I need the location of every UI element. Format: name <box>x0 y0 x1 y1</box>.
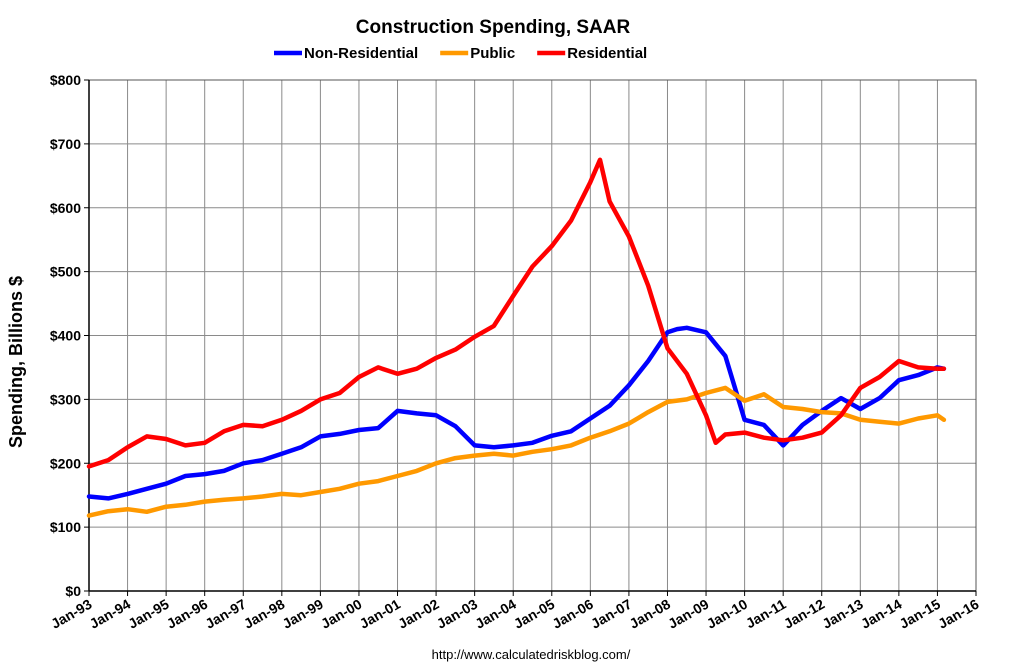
y-axis-ticks: $0 $100 $200 $300 $400 $500 $600 $700 $800 <box>50 72 89 599</box>
legend-label-residential: Residential <box>567 45 647 62</box>
legend-label-non-residential: Non-Residential <box>304 45 418 62</box>
x-tick-label: Jan-93 <box>48 596 95 632</box>
x-tick-label: Jan-06 <box>549 596 596 632</box>
x-tick-label: Jan-05 <box>511 596 558 632</box>
x-tick-label: Jan-14 <box>858 596 905 632</box>
x-tick-label: Jan-08 <box>627 596 674 632</box>
x-tick-label: Jan-00 <box>318 596 365 632</box>
x-tick-label: Jan-94 <box>87 596 134 632</box>
y-tick-label: $700 <box>50 136 81 152</box>
x-tick-label: Jan-11 <box>743 596 789 632</box>
y-tick-label: $500 <box>50 264 81 280</box>
y-tick-label: $100 <box>50 519 81 535</box>
y-tick-label: $200 <box>50 455 81 471</box>
chart-series <box>86 157 947 518</box>
y-tick-label: $800 <box>50 72 81 88</box>
x-tick-label: Jan-16 <box>935 596 982 632</box>
x-tick-label: Jan-07 <box>588 596 635 632</box>
x-tick-label: Jan-13 <box>819 596 866 632</box>
chart-legend: Non-Residential Public Residential <box>274 45 647 62</box>
series-line-non-residential <box>86 325 947 501</box>
x-tick-label: Jan-15 <box>897 596 944 632</box>
x-tick-label: Jan-09 <box>665 596 712 632</box>
x-tick-label: Jan-98 <box>241 596 288 632</box>
legend-label-public: Public <box>470 45 515 62</box>
series-line-residential <box>86 157 947 469</box>
x-tick-label: Jan-95 <box>125 596 172 632</box>
x-tick-label: Jan-96 <box>164 596 211 632</box>
x-tick-label: Jan-99 <box>279 596 326 632</box>
series-line-public <box>86 385 947 518</box>
x-axis-ticks: Jan-93Jan-94Jan-95Jan-96Jan-97Jan-98Jan-… <box>48 591 982 632</box>
x-tick-label: Jan-12 <box>781 596 828 632</box>
x-tick-label: Jan-10 <box>704 596 751 632</box>
x-tick-label: Jan-01 <box>357 596 404 632</box>
y-tick-label: $400 <box>50 328 81 344</box>
x-tick-label: Jan-97 <box>202 596 249 632</box>
y-tick-label: $300 <box>50 391 81 407</box>
x-tick-label: Jan-03 <box>434 596 481 632</box>
chart-grid <box>88 79 977 592</box>
y-axis-label: Spending, Billions $ <box>6 276 26 448</box>
chart-title: Construction Spending, SAAR <box>356 17 631 38</box>
y-tick-label: $600 <box>50 200 81 216</box>
y-tick-label: $0 <box>65 583 81 599</box>
source-url: http://www.calculatedriskblog.com/ <box>432 647 631 662</box>
x-tick-label: Jan-02 <box>395 596 442 632</box>
x-tick-label: Jan-04 <box>472 596 519 632</box>
